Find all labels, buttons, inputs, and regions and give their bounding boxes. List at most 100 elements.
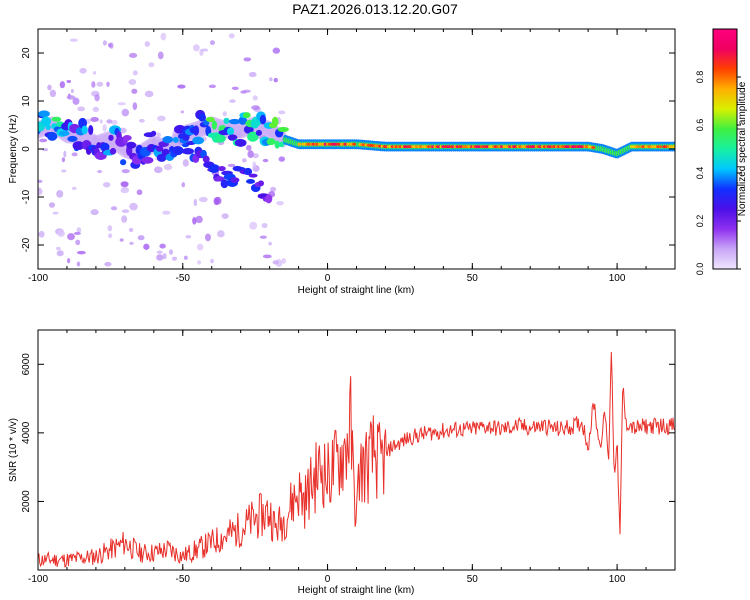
- spectrogram-xtick-label: -100: [28, 273, 48, 284]
- ridge-blob: [88, 125, 94, 136]
- ridge-blob: [72, 141, 85, 151]
- snr-ylabel: SNR (10 * v/v): [8, 418, 19, 482]
- noise-blob: [72, 97, 80, 105]
- noise-blob: [108, 233, 113, 239]
- noise-blob: [193, 198, 198, 207]
- noise-blob: [110, 119, 118, 125]
- noise-blob: [38, 230, 45, 238]
- noise-blob: [169, 249, 173, 255]
- colorbar-tick-label: 0.2: [695, 215, 705, 228]
- ridge-blob: [205, 116, 215, 122]
- colorbar-tick-label: 0.6: [695, 119, 705, 132]
- noise-blob: [106, 81, 110, 87]
- ridge-blob: [192, 136, 204, 145]
- noise-blob: [52, 211, 59, 215]
- noise-blob: [182, 159, 189, 167]
- spectrogram-ytick-label: -10: [21, 189, 32, 204]
- noise-blob: [153, 166, 163, 174]
- noise-blob: [67, 233, 75, 241]
- ridge-blob: [266, 138, 276, 146]
- ridge-blob: [108, 134, 114, 141]
- snr-panel: -100 -50 0 50 100 2000 4000 6000 Height of stra…: [8, 329, 676, 596]
- noise-blob: [128, 227, 134, 233]
- ridge-blob: [247, 131, 259, 142]
- noise-blob: [99, 119, 103, 124]
- ridge-blob: [150, 130, 157, 137]
- ridge-core: [591, 146, 596, 149]
- noise-blob: [77, 106, 86, 112]
- noise-blob: [90, 209, 99, 216]
- noise-blob: [213, 197, 220, 206]
- noise-blob: [192, 217, 197, 225]
- ridge-blob: [238, 116, 247, 125]
- branch-blob: [213, 176, 225, 182]
- snr-series-line: [38, 351, 675, 568]
- noise-blob: [139, 118, 145, 123]
- ridge-blob: [259, 114, 267, 125]
- ridge-blob: [81, 125, 88, 135]
- noise-blob: [76, 227, 82, 233]
- noise-blob: [185, 235, 192, 239]
- snr-xtick-label: -100: [28, 574, 48, 585]
- snr-xtick-label: 100: [609, 574, 626, 585]
- noise-blob: [229, 99, 236, 103]
- noise-blob: [120, 187, 130, 194]
- noise-blob: [228, 33, 235, 39]
- noise-blob: [92, 71, 97, 75]
- noise-blob: [102, 181, 111, 188]
- ridge-blob: [234, 138, 247, 147]
- ridge-blob: [226, 127, 235, 136]
- ridge-blob: [38, 110, 50, 118]
- noise-blob: [94, 94, 100, 102]
- ridge-blob: [255, 129, 262, 136]
- noise-blob: [128, 79, 137, 85]
- branch-blob: [257, 180, 265, 187]
- ridge-blob: [141, 156, 154, 164]
- noise-blob: [242, 158, 247, 163]
- noise-blob: [71, 152, 78, 157]
- branch-blob: [265, 194, 273, 204]
- noise-blob: [248, 71, 257, 78]
- noise-blob: [143, 243, 150, 250]
- ridge-blob: [45, 124, 51, 130]
- spectrogram-ytick-label: 20: [21, 47, 32, 59]
- noise-blob: [252, 95, 258, 101]
- noise-blob: [144, 41, 151, 47]
- noise-blob: [38, 187, 43, 196]
- noise-blob: [49, 89, 57, 98]
- colorbar-tick-label: 0.4: [695, 167, 705, 180]
- noise-blob: [66, 95, 76, 100]
- noise-blob: [259, 235, 267, 239]
- noise-blob: [129, 202, 138, 211]
- noise-blob: [160, 32, 167, 41]
- noise-blob: [163, 163, 173, 171]
- noise-blob: [192, 44, 200, 52]
- ridge-core: [635, 145, 640, 149]
- noise-blob: [217, 230, 225, 238]
- spectrogram-xtick-label: 0: [325, 273, 331, 284]
- snr-xtick-label: -50: [176, 574, 191, 585]
- noise-blob: [144, 90, 154, 98]
- noise-blob: [159, 243, 166, 249]
- noise-blob: [121, 215, 128, 223]
- noise-blob: [177, 84, 186, 89]
- ridge-blob: [193, 125, 200, 136]
- noise-blob: [272, 47, 281, 54]
- noise-blob: [132, 102, 138, 111]
- noise-blob: [119, 238, 124, 242]
- branch-blob: [208, 164, 220, 173]
- noise-blob: [156, 250, 163, 254]
- ridge-core: [352, 142, 357, 146]
- ridge-core: [672, 145, 675, 148]
- snr-ytick-label: 4000: [21, 421, 32, 444]
- noise-blob: [38, 179, 43, 184]
- noise-blob: [90, 117, 99, 122]
- noise-blob: [129, 241, 134, 245]
- noise-blob: [61, 169, 67, 173]
- branch-blob: [246, 179, 256, 184]
- noise-blob: [76, 250, 86, 255]
- ridge-blob: [119, 159, 127, 166]
- ridge-blob: [228, 118, 241, 125]
- noise-blob: [59, 81, 66, 89]
- noise-blob: [162, 210, 171, 215]
